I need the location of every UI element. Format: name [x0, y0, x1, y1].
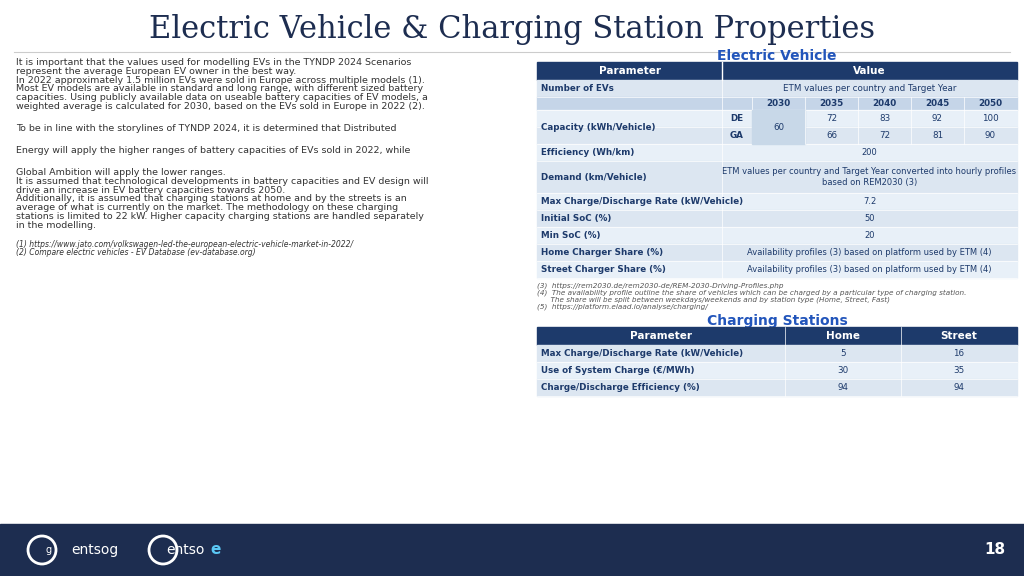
Text: (1) https://www.jato.com/volkswagen-led-the-european-electric-vehicle-market-in-: (1) https://www.jato.com/volkswagen-led-… — [16, 240, 353, 249]
Text: 66: 66 — [826, 131, 837, 140]
Bar — [537, 97, 1017, 110]
Text: 35: 35 — [953, 366, 965, 376]
Text: 90: 90 — [985, 131, 996, 140]
Text: 20: 20 — [864, 232, 874, 240]
Text: Max Charge/Discharge Rate (kW/Vehicle): Max Charge/Discharge Rate (kW/Vehicle) — [541, 349, 743, 358]
Text: g: g — [46, 545, 52, 555]
Text: 92: 92 — [932, 114, 943, 123]
Text: Energy will apply the higher ranges of battery capacities of EVs sold in 2022, w: Energy will apply the higher ranges of b… — [16, 146, 411, 155]
Text: 83: 83 — [879, 114, 890, 123]
Text: 2030: 2030 — [766, 99, 791, 108]
Text: 2035: 2035 — [819, 99, 844, 108]
Text: drive an increase in EV battery capacities towards 2050.: drive an increase in EV battery capaciti… — [16, 185, 286, 195]
Text: Demand (km/Vehicle): Demand (km/Vehicle) — [541, 173, 646, 181]
Text: Charging Stations: Charging Stations — [707, 314, 848, 328]
Bar — [537, 110, 1017, 127]
Text: Parameter: Parameter — [630, 331, 692, 342]
Text: Street Charger Share (%): Street Charger Share (%) — [541, 266, 666, 274]
Text: 94: 94 — [838, 383, 849, 392]
Bar — [537, 362, 1017, 380]
Text: To be in line with the storylines of TYNDP 2024, it is determined that Distribut: To be in line with the storylines of TYN… — [16, 124, 396, 133]
Text: Min SoC (%): Min SoC (%) — [541, 232, 600, 240]
Text: 30: 30 — [838, 366, 849, 376]
Text: Max Charge/Discharge Rate (kW/Vehicle): Max Charge/Discharge Rate (kW/Vehicle) — [541, 198, 743, 206]
Bar — [0, 524, 1024, 576]
Bar — [537, 80, 1017, 97]
Text: In 2022 approximately 1.5 million EVs were sold in Europe across multiple models: In 2022 approximately 1.5 million EVs we… — [16, 75, 425, 85]
Bar — [752, 110, 805, 144]
Text: Electric Vehicle & Charging Station Properties: Electric Vehicle & Charging Station Prop… — [148, 14, 876, 45]
Text: The share will be split between weekdays/weekends and by station type (Home, Str: The share will be split between weekdays… — [537, 296, 890, 303]
Text: Availability profiles (3) based on platform used by ETM (4): Availability profiles (3) based on platf… — [748, 248, 992, 257]
Text: It is assumed that technological developments in battery capacities and EV desig: It is assumed that technological develop… — [16, 177, 428, 186]
Text: 60: 60 — [773, 123, 784, 131]
Bar — [537, 327, 1017, 345]
Text: 94: 94 — [953, 383, 965, 392]
Text: Number of EVs: Number of EVs — [541, 84, 613, 93]
Text: weighted average is calculated for 2030, based on the EVs sold in Europe in 2022: weighted average is calculated for 2030,… — [16, 102, 425, 111]
Text: 2045: 2045 — [926, 99, 949, 108]
Text: (2) Compare electric vehicles - EV Database (ev-database.org): (2) Compare electric vehicles - EV Datab… — [16, 248, 256, 257]
Text: 100: 100 — [982, 114, 998, 123]
Text: stations is limited to 22 kW. Higher capacity charging stations are handled sepa: stations is limited to 22 kW. Higher cap… — [16, 212, 424, 221]
Text: capacities. Using publicly available data on useable battery capacities of EV mo: capacities. Using publicly available dat… — [16, 93, 428, 102]
Text: e: e — [210, 541, 220, 556]
Text: entsog: entsog — [72, 543, 119, 557]
Text: 72: 72 — [879, 131, 890, 140]
Text: GA: GA — [730, 131, 744, 140]
Text: Electric Vehicle: Electric Vehicle — [717, 49, 837, 63]
Text: (4)  The availability profile outline the share of vehicles which can be charged: (4) The availability profile outline the… — [537, 289, 967, 296]
Bar — [537, 380, 1017, 396]
Text: 72: 72 — [826, 114, 837, 123]
Text: Availability profiles (3) based on platform used by ETM (4): Availability profiles (3) based on platf… — [748, 266, 992, 274]
Bar — [537, 144, 1017, 161]
Bar — [537, 127, 1017, 144]
Text: Value: Value — [853, 66, 886, 76]
Bar — [537, 244, 1017, 262]
Text: Additionally, it is assumed that charging stations at home and by the streets is: Additionally, it is assumed that chargin… — [16, 195, 407, 203]
Text: 81: 81 — [932, 131, 943, 140]
Text: Home: Home — [826, 331, 860, 342]
Text: 50: 50 — [864, 214, 874, 223]
Bar — [537, 262, 1017, 278]
Text: in the modelling.: in the modelling. — [16, 221, 96, 230]
Text: Use of System Charge (€/MWh): Use of System Charge (€/MWh) — [541, 366, 694, 376]
Text: Parameter: Parameter — [598, 66, 660, 76]
Text: 200: 200 — [861, 148, 878, 157]
Text: ETM values per country and Target Year: ETM values per country and Target Year — [782, 84, 956, 93]
Text: 2050: 2050 — [979, 99, 1002, 108]
Text: average of what is currently on the market. The methodology on these charging: average of what is currently on the mark… — [16, 203, 398, 212]
Bar — [537, 345, 1017, 362]
Bar — [537, 210, 1017, 228]
Text: 5: 5 — [840, 349, 846, 358]
Bar — [537, 194, 1017, 210]
Text: represent the average European EV owner in the best way.: represent the average European EV owner … — [16, 67, 296, 76]
Text: Capacity (kWh/Vehicle): Capacity (kWh/Vehicle) — [541, 123, 655, 131]
Text: 16: 16 — [953, 349, 965, 358]
Text: Initial SoC (%): Initial SoC (%) — [541, 214, 611, 223]
Text: entso: entso — [166, 543, 204, 557]
Text: 7.2: 7.2 — [863, 198, 877, 206]
Text: Efficiency (Wh/km): Efficiency (Wh/km) — [541, 148, 635, 157]
Bar — [537, 161, 1017, 194]
Text: Charge/Discharge Efficiency (%): Charge/Discharge Efficiency (%) — [541, 383, 699, 392]
Text: Street: Street — [941, 331, 978, 342]
Bar — [537, 62, 1017, 80]
Text: DE: DE — [730, 114, 743, 123]
Text: It is important that the values used for modelling EVs in the TYNDP 2024 Scenari: It is important that the values used for… — [16, 58, 412, 67]
Bar — [537, 228, 1017, 244]
Text: Most EV models are available in standard and long range, with different sized ba: Most EV models are available in standard… — [16, 85, 423, 93]
Text: (3)  https://rem2030.de/rem2030-de/REM-2030-Driving-Profiles.php: (3) https://rem2030.de/rem2030-de/REM-20… — [537, 282, 783, 289]
Text: Home Charger Share (%): Home Charger Share (%) — [541, 248, 664, 257]
Text: 2040: 2040 — [872, 99, 897, 108]
Text: 18: 18 — [984, 543, 1005, 558]
Text: (5)  https://platform.elaad.io/analyse/charging/: (5) https://platform.elaad.io/analyse/ch… — [537, 304, 708, 310]
Text: Global Ambition will apply the lower ranges.: Global Ambition will apply the lower ran… — [16, 168, 225, 177]
Text: ETM values per country and Target Year converted into hourly profiles
based on R: ETM values per country and Target Year c… — [723, 168, 1017, 187]
